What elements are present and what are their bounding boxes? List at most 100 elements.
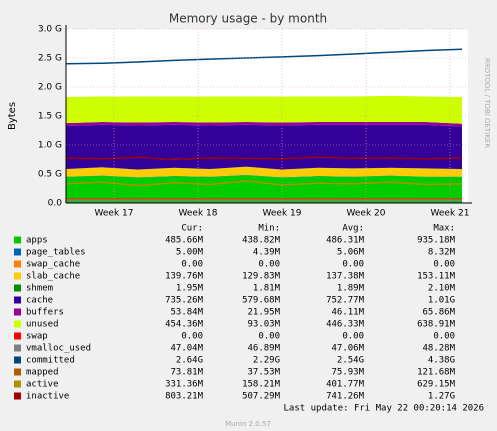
legend-stat: 46.11M [331,308,364,318]
legend-swatch [14,260,21,268]
y-tick-label: 0.5 G [38,170,62,180]
legend-stat: 8.32M [428,248,456,258]
legend-swatch [14,368,21,376]
legend-label: cache [26,296,53,306]
legend-stat: 935.18M [417,236,456,246]
x-tick-label: Week 21 [431,209,470,219]
line [65,180,463,187]
legend-stat: 1.27G [428,392,455,402]
area [66,95,462,124]
legend-stat: 153.11M [417,272,456,282]
chart-title: Memory usage - by month [169,12,327,26]
legend-swatch [14,308,21,316]
x-tick-label: Week 20 [347,209,386,219]
legend-stat: 5.06M [337,248,365,258]
legend-label: active [26,380,59,390]
area [66,166,462,178]
legend-stat: 0.00 [433,260,455,270]
line [65,48,463,65]
legend-header: Avg: [342,224,364,234]
legend-stat: 752.77M [326,296,365,306]
line [65,156,463,161]
x-tick-label: Week 19 [263,209,302,219]
legend-swatch [14,392,21,400]
legend-stat: 638.91M [417,320,456,330]
area [66,174,462,178]
legend-stat: 0.00 [433,332,455,342]
side-text: RRDTOOL / TOBI OETIKER [483,58,491,148]
legend-stat: 47.06M [331,344,364,354]
legend-stat: 46.89M [247,344,280,354]
legend-swatch [14,356,21,364]
legend-stat: 507.29M [242,392,281,402]
legend-stat: 741.26M [326,392,365,402]
legend-stat: 4.38G [428,356,455,366]
y-tick-label: 2.0 G [38,83,62,93]
legend-stat: 1.95M [176,284,204,294]
y-axis-label: Bytes [7,102,18,130]
legend-stat: 129.83M [242,272,281,282]
legend-swatch [14,296,21,304]
legend-stat: 121.68M [417,368,456,378]
area [66,166,462,170]
legend-stat: 579.68M [242,296,281,306]
legend-label: mapped [26,368,59,378]
legend-swatch [14,320,21,328]
legend-stat: 137.38M [326,272,365,282]
legend-label: swap_cache [26,260,80,270]
legend-label: committed [26,356,75,366]
legend-stat: 48.28M [422,344,455,354]
x-tick-label: Week 18 [179,209,218,219]
x-tick-label: Week 17 [95,209,134,219]
legend-stat: 438.82M [242,236,281,246]
legend-stat: 0.00 [342,332,364,342]
legend-swatch [14,236,21,244]
legend-stat: 93.03M [247,320,280,330]
y-tick-label: 2.5 G [38,54,62,64]
legend-stat: 2.29G [253,356,280,366]
legend-stat: 0.00 [258,332,280,342]
y-tick-label: 1.5 G [38,112,62,122]
legend-stat: 401.77M [326,380,365,390]
legend-stat: 47.04M [170,344,203,354]
legend-stat: 0.00 [342,260,364,270]
legend-label: page_tables [26,248,86,258]
legend-stat: 1.01G [428,296,455,306]
legend-stat: 486.31M [326,236,365,246]
legend-stat: 331.36M [165,380,204,390]
legend-swatch [14,284,21,292]
legend-stat: 454.36M [165,320,204,330]
legend-stat: 73.81M [170,368,203,378]
legend-swatch [14,248,21,256]
last-update: Last update: Fri May 22 00:20:14 2026 [284,404,484,414]
legend-label: buffers [26,308,64,318]
legend-stat: 735.26M [165,296,204,306]
legend-stat: 629.15M [417,380,456,390]
area [66,175,462,203]
legend-stat: 5.00M [176,248,204,258]
legend-label: shmem [26,284,53,294]
legend-stat: 1.81M [253,284,281,294]
legend-label: apps [26,236,48,246]
y-tick-label: 1.0 G [38,141,62,151]
legend-stat: 65.86M [422,308,455,318]
footer: Munin 2.0.57 [225,420,271,428]
legend-stat: 1.89M [337,284,365,294]
legend-label: unused [26,320,59,330]
legend-stat: 446.33M [326,320,365,330]
legend-stat: 37.53M [247,368,280,378]
legend-stat: 0.00 [181,332,203,342]
legend-stat: 0.00 [181,260,203,270]
legend-stat: 2.54G [337,356,364,366]
legend-swatch [14,332,21,340]
legend-stat: 2.10M [428,284,456,294]
legend-header: Cur: [181,224,203,234]
legend-stat: 4.39M [253,248,281,258]
area [66,121,462,127]
legend-header: Max: [433,224,455,234]
legend-stat: 803.21M [165,392,204,402]
legend-swatch [14,344,21,352]
legend-stat: 21.95M [247,308,280,318]
legend-label: slab_cache [26,272,80,282]
